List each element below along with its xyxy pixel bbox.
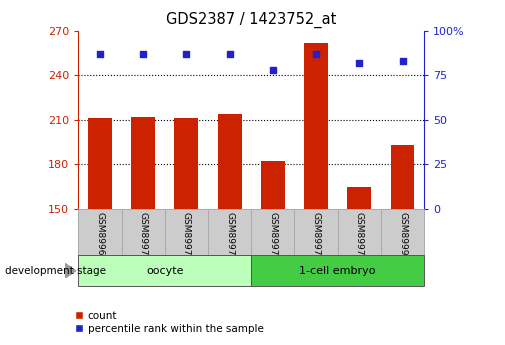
Bar xyxy=(294,209,338,255)
Bar xyxy=(251,209,294,255)
Text: GSM89999: GSM89999 xyxy=(398,213,407,262)
Bar xyxy=(304,43,328,209)
Bar xyxy=(391,145,415,209)
Bar xyxy=(338,209,381,255)
Bar xyxy=(347,187,371,209)
Bar xyxy=(261,161,285,209)
Point xyxy=(182,51,190,57)
Bar xyxy=(175,118,198,209)
Bar xyxy=(78,255,251,286)
Text: GSM89971: GSM89971 xyxy=(182,213,191,262)
Text: GSM89972: GSM89972 xyxy=(225,213,234,262)
Point xyxy=(312,51,320,57)
Polygon shape xyxy=(65,263,76,278)
Legend: count, percentile rank within the sample: count, percentile rank within the sample xyxy=(71,307,268,338)
Text: development stage: development stage xyxy=(5,266,106,276)
Text: oocyte: oocyte xyxy=(146,266,183,276)
Text: GSM89975: GSM89975 xyxy=(355,213,364,262)
Bar xyxy=(122,209,165,255)
Bar xyxy=(88,118,112,209)
Bar xyxy=(78,209,122,255)
Bar xyxy=(208,209,251,255)
Point xyxy=(226,51,234,57)
Text: GSM89973: GSM89973 xyxy=(268,213,277,262)
Text: GSM89969: GSM89969 xyxy=(95,213,105,262)
Title: GDS2387 / 1423752_at: GDS2387 / 1423752_at xyxy=(166,12,336,28)
Bar xyxy=(218,114,241,209)
Point xyxy=(269,67,277,73)
Point xyxy=(96,51,104,57)
Bar xyxy=(381,209,424,255)
Point xyxy=(398,59,407,64)
Bar xyxy=(165,209,208,255)
Point xyxy=(139,51,147,57)
Point xyxy=(356,60,364,66)
Text: GSM89970: GSM89970 xyxy=(139,213,147,262)
Text: 1-cell embryo: 1-cell embryo xyxy=(299,266,376,276)
Text: GSM89974: GSM89974 xyxy=(312,213,321,262)
Bar xyxy=(251,255,424,286)
Bar xyxy=(131,117,155,209)
